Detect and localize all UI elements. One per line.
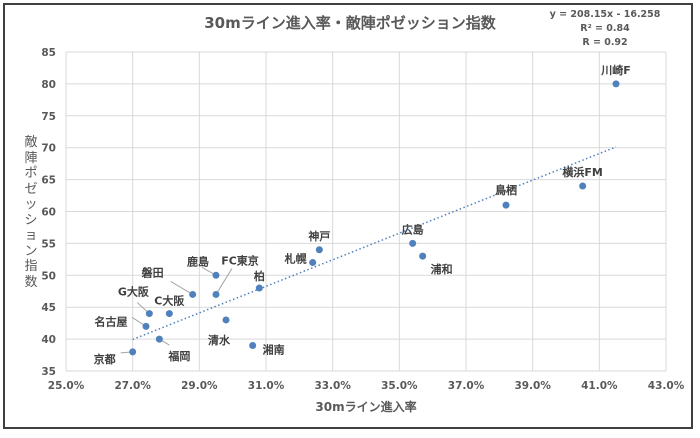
leader-line — [170, 281, 193, 295]
data-point — [212, 271, 220, 279]
data-point — [255, 284, 263, 292]
x-tick-label: 37.0% — [448, 380, 485, 392]
y-tick-label: 40 — [41, 334, 56, 346]
chart-title: 30mライン進入率・敵陣ポゼッション指数 — [204, 14, 496, 32]
data-point — [249, 341, 257, 349]
data-point — [222, 316, 230, 324]
x-tick-label: 43.0% — [648, 380, 685, 392]
trendline-equation: y = 208.15x - 16.258 — [549, 9, 661, 20]
data-point — [165, 310, 173, 318]
data-point — [155, 335, 163, 343]
x-tick-label: 25.0% — [48, 380, 85, 392]
y-tick-label: 65 — [41, 175, 56, 187]
x-tick-label: 41.0% — [581, 380, 618, 392]
data-label: 鹿島 — [187, 254, 209, 268]
data-point — [419, 252, 427, 260]
data-label: 川崎F — [600, 63, 631, 77]
y-tick-label: 80 — [41, 79, 56, 91]
data-point — [579, 182, 587, 190]
data-label: 札幌 — [284, 252, 307, 266]
data-label: G大阪 — [118, 285, 150, 299]
y-axis-title: 敵陣ポゼッション指数 — [24, 135, 38, 290]
data-label: 福岡 — [167, 349, 190, 363]
y-tick-label: 55 — [41, 238, 56, 250]
data-point — [212, 290, 220, 298]
data-label: FC東京 — [221, 253, 259, 267]
y-tick-label: 70 — [41, 143, 56, 155]
chart-frame — [3, 3, 693, 429]
data-label: 湘南 — [263, 342, 285, 356]
trendline-r: R = 0.92 — [582, 37, 628, 48]
y-tick-label: 35 — [41, 366, 56, 378]
data-point — [612, 80, 620, 88]
y-tick-label: 50 — [41, 270, 56, 282]
leader-line — [215, 268, 233, 295]
x-tick-label: 35.0% — [381, 380, 418, 392]
data-label: 広島 — [402, 222, 424, 236]
data-point — [142, 322, 150, 330]
data-point — [409, 239, 417, 247]
data-label: 鳥栖 — [495, 183, 517, 197]
trendline — [132, 146, 617, 341]
data-point — [502, 201, 510, 209]
x-tick-label: 33.0% — [314, 380, 351, 392]
trendline-equation-box: y = 208.15x - 16.258 R² = 0.84 R = 0.92 — [530, 8, 680, 50]
data-label: 磐田 — [142, 265, 164, 279]
data-label: 京都 — [94, 352, 116, 366]
y-tick-label: 60 — [41, 207, 56, 219]
data-point — [189, 290, 197, 298]
data-label: 神戸 — [308, 229, 330, 243]
x-axis-title: 30mライン進入率 — [315, 400, 417, 414]
data-point — [315, 246, 323, 254]
x-tick-label: 29.0% — [181, 380, 218, 392]
data-label: 名古屋 — [95, 314, 128, 328]
data-label: 清水 — [208, 333, 231, 347]
trendline-r2: R² = 0.84 — [580, 23, 630, 34]
data-point — [129, 348, 137, 356]
data-point — [145, 310, 153, 318]
x-tick-label: 27.0% — [114, 380, 151, 392]
y-tick-label: 75 — [41, 111, 56, 123]
data-point — [309, 259, 317, 267]
data-label: 横浜FM — [562, 165, 602, 179]
y-tick-label: 85 — [41, 47, 56, 59]
data-label: 柏 — [254, 269, 265, 283]
data-label: C大阪 — [154, 294, 185, 308]
data-label: 浦和 — [431, 262, 453, 276]
y-tick-label: 45 — [41, 302, 56, 314]
x-tick-label: 31.0% — [248, 380, 285, 392]
x-tick-label: 39.0% — [514, 380, 551, 392]
